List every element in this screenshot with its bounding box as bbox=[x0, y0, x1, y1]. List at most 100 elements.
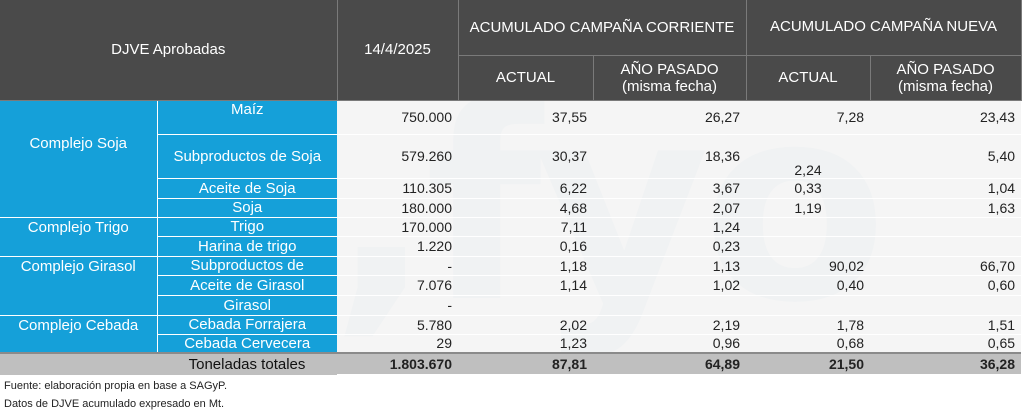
cn-actual-value: 7,28 bbox=[746, 100, 871, 135]
cn-pasado-value: 1,63 bbox=[870, 198, 1022, 218]
header-cc-pasado-label: AÑO PASADO bbox=[620, 60, 719, 78]
cc-actual-value: 30,37 bbox=[458, 134, 593, 179]
cn-actual-value: 0,33 bbox=[746, 178, 871, 199]
totals-spacer bbox=[0, 352, 157, 375]
cn-pasado-value: 1,51 bbox=[870, 315, 1022, 335]
djve-value: 579.260 bbox=[337, 134, 458, 179]
cc-pasado-value: 18,36 bbox=[593, 134, 747, 179]
header-new-campaign: ACUMULADO CAMPAÑA NUEVA bbox=[746, 0, 1022, 56]
product-name: Harina de trigo bbox=[157, 235, 337, 256]
cc-actual-value: 4,68 bbox=[458, 198, 593, 218]
product-name: Cebada Cervecera bbox=[157, 333, 337, 353]
cc-actual-value bbox=[458, 295, 593, 316]
table-row: Aceite de Soja 110.305 6,22 3,67 0,33 1,… bbox=[0, 177, 1022, 199]
djve-value: 110.305 bbox=[337, 178, 458, 199]
cn-actual-value: 1,19 bbox=[746, 198, 871, 218]
header-cn-actual: ACTUAL bbox=[746, 55, 871, 101]
cc-pasado-value: 0,23 bbox=[593, 236, 747, 257]
cc-pasado-value: 1,13 bbox=[593, 256, 747, 276]
cc-pasado-value: 2,07 bbox=[593, 198, 747, 218]
table-row: Soja 180.000 4,68 2,07 1,19 1,63 bbox=[0, 197, 1022, 218]
cn-pasado-value: 0,60 bbox=[870, 275, 1022, 296]
table-row: Maíz 750.000 37,55 26,27 7,28 23,43 bbox=[0, 99, 1022, 135]
product-name: Subproductos de Soja bbox=[157, 133, 337, 178]
totals-cc-actual: 87,81 bbox=[458, 352, 593, 375]
product-name: Girasol bbox=[157, 294, 337, 315]
footnote-units: Datos de DJVE acumulado expresado en Mt. bbox=[4, 398, 225, 410]
djve-value: 7.076 bbox=[337, 275, 458, 296]
empty-complex-cell bbox=[0, 100, 158, 134]
product-name: Maíz bbox=[157, 99, 337, 134]
header-date: 14/4/2025 bbox=[337, 0, 459, 101]
djve-value: - bbox=[337, 256, 458, 276]
table-row: Complejo Trigo Trigo 170.000 7,11 1,24 bbox=[0, 216, 1022, 256]
product-name: Soja bbox=[157, 197, 337, 217]
header-title: DJVE Aprobadas bbox=[0, 0, 338, 101]
complex-girasol: Complejo Girasol bbox=[0, 255, 158, 315]
totals-cc-pasado: 64,89 bbox=[593, 352, 747, 375]
cc-pasado-value: 1,24 bbox=[593, 217, 747, 237]
complex-soja: Complejo Soja bbox=[0, 134, 158, 217]
cc-pasado-value: 2,19 bbox=[593, 315, 747, 335]
header-cn-pasado-label: AÑO PASADO bbox=[896, 60, 995, 78]
djve-value: 29 bbox=[337, 334, 458, 354]
cn-pasado-value bbox=[870, 217, 1022, 237]
cc-actual-value: 1,18 bbox=[458, 256, 593, 276]
cn-pasado-value: 66,70 bbox=[870, 256, 1022, 276]
cc-actual-value: 1,14 bbox=[458, 275, 593, 296]
cc-pasado-value: 0,96 bbox=[593, 334, 747, 354]
totals-label: Toneladas totales bbox=[157, 352, 337, 375]
cc-actual-value: 2,02 bbox=[458, 315, 593, 335]
header-cn-pasado: AÑO PASADO (misma fecha) bbox=[870, 55, 1022, 101]
product-name: Aceite de Girasol bbox=[157, 274, 337, 295]
totals-djve: 1.803.670 bbox=[337, 352, 458, 375]
cn-actual-value bbox=[746, 236, 871, 257]
header-cn-misma-fecha: (misma fecha) bbox=[898, 77, 994, 95]
complex-trigo: Complejo Trigo bbox=[0, 216, 158, 256]
header-cc-misma-fecha: (misma fecha) bbox=[621, 77, 718, 95]
table-row: Harina de trigo 1.220 0,16 0,23 bbox=[0, 235, 1022, 257]
cc-pasado-value bbox=[593, 295, 747, 316]
cn-pasado-value: 23,43 bbox=[870, 100, 1022, 135]
cn-actual-value: 90,02 bbox=[746, 256, 871, 276]
product-name: Trigo bbox=[157, 216, 337, 236]
cc-actual-value: 37,55 bbox=[458, 100, 593, 135]
cc-actual-value: 6,22 bbox=[458, 178, 593, 199]
header-cc-actual: ACTUAL bbox=[458, 55, 594, 101]
complex-cebada: Complejo Cebada bbox=[0, 314, 158, 353]
djve-value: 5.780 bbox=[337, 315, 458, 335]
cc-pasado-value: 3,67 bbox=[593, 178, 747, 199]
product-name: Subproductos de bbox=[157, 255, 337, 275]
cn-actual-value bbox=[746, 217, 871, 237]
cn-pasado-value: 5,40 bbox=[870, 134, 1022, 179]
cc-pasado-value: 1,02 bbox=[593, 275, 747, 296]
cc-actual-value: 7,11 bbox=[458, 217, 593, 237]
cn-actual-value bbox=[746, 295, 871, 316]
header-row-2: ACTUAL AÑO PASADO (misma fecha) ACTUAL AÑ… bbox=[0, 55, 1022, 101]
cn-pasado-value bbox=[870, 295, 1022, 316]
table-row: Complejo Soja Subproductos de Soja 579.2… bbox=[0, 133, 1022, 217]
header-cc-pasado: AÑO PASADO (misma fecha) bbox=[593, 55, 747, 101]
footnote-source: Fuente: elaboración propia en base a SAG… bbox=[4, 380, 228, 392]
djve-value: - bbox=[337, 295, 458, 316]
djve-value: 1.220 bbox=[337, 236, 458, 257]
totals-row: Toneladas totales 1.803.670 87,81 64,89 … bbox=[0, 352, 1022, 375]
totals-cn-actual: 21,50 bbox=[746, 352, 871, 375]
header-row-1: DJVE Aprobadas 14/4/2025 ACUMULADO CAMPA… bbox=[0, 0, 1022, 101]
table-row: Complejo Girasol Subproductos de - 1,18 … bbox=[0, 255, 1022, 315]
product-name: Aceite de Soja bbox=[157, 177, 337, 198]
table-row: Girasol - bbox=[0, 294, 1022, 316]
djve-value: 180.000 bbox=[337, 198, 458, 218]
cn-actual-value: 0,40 bbox=[746, 275, 871, 296]
cn-pasado-value bbox=[870, 236, 1022, 257]
table-row: Complejo Cebada Cebada Forrajera 5.780 2… bbox=[0, 314, 1022, 353]
table-row: Cebada Cervecera 29 1,23 0,96 0,68 0,65 bbox=[0, 333, 1022, 354]
cc-actual-value: 1,23 bbox=[458, 334, 593, 354]
cc-actual-value: 0,16 bbox=[458, 236, 593, 257]
cn-pasado-value: 1,04 bbox=[870, 178, 1022, 199]
cn-actual-value: 1,78 bbox=[746, 315, 871, 335]
djve-value: 750.000 bbox=[337, 100, 458, 135]
totals-cn-pasado: 36,28 bbox=[870, 352, 1022, 375]
cn-actual-value: 0,68 bbox=[746, 334, 871, 354]
djve-table: DJVE Aprobadas 14/4/2025 ACUMULADO CAMPA… bbox=[0, 0, 1022, 375]
